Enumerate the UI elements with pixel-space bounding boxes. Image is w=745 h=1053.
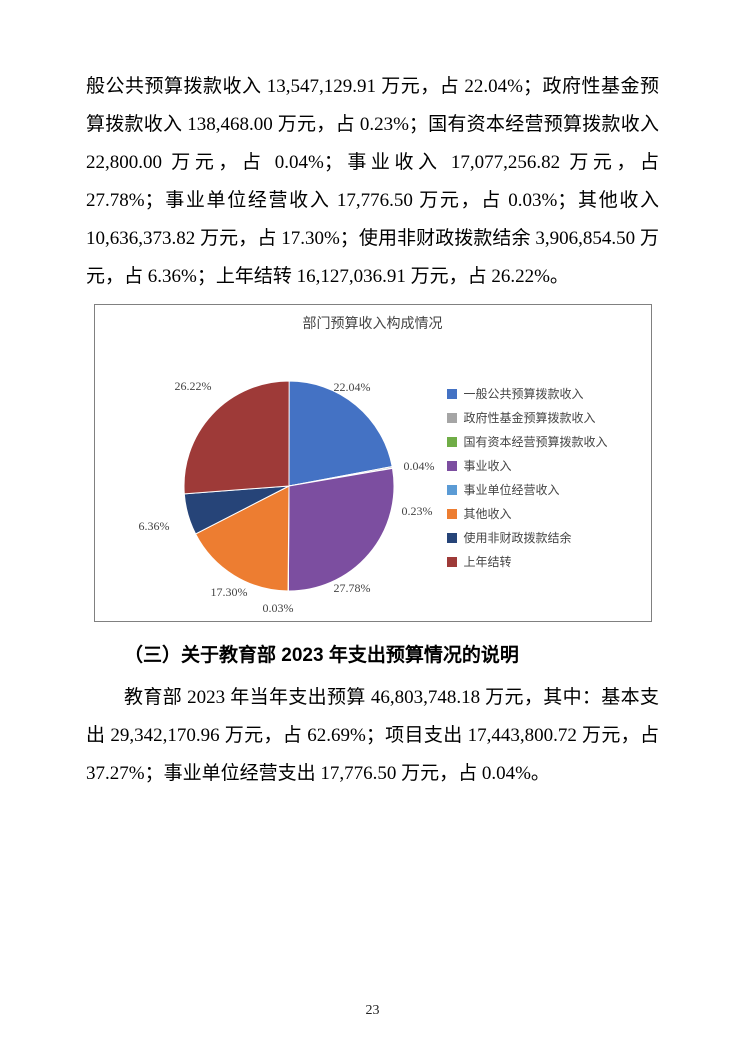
pie-slice xyxy=(288,468,394,591)
slice-percent-label: 0.03% xyxy=(263,601,294,616)
legend-swatch xyxy=(447,389,457,399)
legend-label: 使用非财政拨款结余 xyxy=(464,529,572,546)
legend-item: 使用非财政拨款结余 xyxy=(447,529,637,546)
legend-item: 上年结转 xyxy=(447,553,637,570)
slice-percent-label: 0.23% xyxy=(402,504,433,519)
chart-title: 部门预算收入构成情况 xyxy=(95,313,651,333)
paragraph-income-breakdown: 般公共预算拨款收入 13,547,129.91 万元，占 22.04%；政府性基… xyxy=(86,68,659,296)
legend-swatch xyxy=(447,485,457,495)
legend-item: 国有资本经营预算拨款收入 xyxy=(447,433,637,450)
legend-swatch xyxy=(447,413,457,423)
section-heading-3: （三）关于教育部 2023 年支出预算情况的说明 xyxy=(86,640,659,667)
chart-legend: 一般公共预算拨款收入政府性基金预算拨款收入国有资本经营预算拨款收入事业收入事业单… xyxy=(447,385,637,577)
legend-label: 其他收入 xyxy=(464,505,512,522)
legend-label: 事业收入 xyxy=(464,457,512,474)
legend-swatch xyxy=(447,557,457,567)
legend-item: 政府性基金预算拨款收入 xyxy=(447,409,637,426)
income-pie-chart: 部门预算收入构成情况 22.04% 0.23% 0.04% 27.78% 0.03% 17… xyxy=(94,304,652,622)
legend-item: 其他收入 xyxy=(447,505,637,522)
pie-svg xyxy=(184,381,394,591)
legend-item: 一般公共预算拨款收入 xyxy=(447,385,637,402)
legend-label: 一般公共预算拨款收入 xyxy=(464,385,584,402)
slice-percent-label: 26.22% xyxy=(175,379,212,394)
legend-swatch xyxy=(447,437,457,447)
paragraph-expenditure-breakdown: 教育部 2023 年当年支出预算 46,803,748.18 万元，其中：基本支… xyxy=(86,679,659,793)
legend-label: 上年结转 xyxy=(464,553,512,570)
legend-label: 政府性基金预算拨款收入 xyxy=(464,409,596,426)
legend-swatch xyxy=(447,461,457,471)
legend-swatch xyxy=(447,509,457,519)
slice-percent-label: 17.30% xyxy=(211,585,248,600)
legend-item: 事业收入 xyxy=(447,457,637,474)
slice-percent-label: 22.04% xyxy=(334,380,371,395)
legend-item: 事业单位经营收入 xyxy=(447,481,637,498)
pie-slice xyxy=(184,381,289,494)
slice-percent-label: 0.04% xyxy=(404,459,435,474)
slice-percent-label: 27.78% xyxy=(334,581,371,596)
page: 般公共预算拨款收入 13,547,129.91 万元，占 22.04%；政府性基… xyxy=(0,0,745,1053)
slice-percent-label: 6.36% xyxy=(139,519,170,534)
legend-label: 事业单位经营收入 xyxy=(464,481,560,498)
page-number: 23 xyxy=(0,1003,745,1019)
legend-label: 国有资本经营预算拨款收入 xyxy=(464,433,608,450)
pie-area: 22.04% 0.23% 0.04% 27.78% 0.03% 17.30% 6.36% 26… xyxy=(139,353,439,613)
legend-swatch xyxy=(447,533,457,543)
